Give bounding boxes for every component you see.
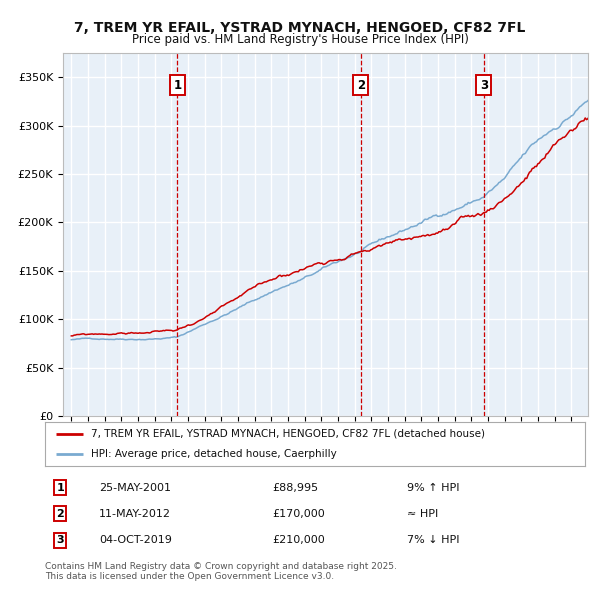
Text: £210,000: £210,000 (272, 535, 325, 545)
Text: 11-MAY-2012: 11-MAY-2012 (99, 509, 171, 519)
Text: Price paid vs. HM Land Registry's House Price Index (HPI): Price paid vs. HM Land Registry's House … (131, 33, 469, 46)
Text: Contains HM Land Registry data © Crown copyright and database right 2025.
This d: Contains HM Land Registry data © Crown c… (45, 562, 397, 581)
Text: 25-MAY-2001: 25-MAY-2001 (99, 483, 171, 493)
Text: 1: 1 (173, 78, 182, 91)
Text: 9% ↑ HPI: 9% ↑ HPI (407, 483, 460, 493)
Text: 04-OCT-2019: 04-OCT-2019 (99, 535, 172, 545)
Text: 3: 3 (56, 535, 64, 545)
Text: 1: 1 (56, 483, 64, 493)
Text: 7, TREM YR EFAIL, YSTRAD MYNACH, HENGOED, CF82 7FL (detached house): 7, TREM YR EFAIL, YSTRAD MYNACH, HENGOED… (91, 429, 485, 439)
Text: 7% ↓ HPI: 7% ↓ HPI (407, 535, 460, 545)
Text: 3: 3 (480, 78, 488, 91)
Text: £88,995: £88,995 (272, 483, 318, 493)
Text: 7, TREM YR EFAIL, YSTRAD MYNACH, HENGOED, CF82 7FL: 7, TREM YR EFAIL, YSTRAD MYNACH, HENGOED… (74, 21, 526, 35)
Text: HPI: Average price, detached house, Caerphilly: HPI: Average price, detached house, Caer… (91, 449, 337, 459)
Text: ≈ HPI: ≈ HPI (407, 509, 438, 519)
Text: 2: 2 (357, 78, 365, 91)
Text: £170,000: £170,000 (272, 509, 325, 519)
Text: 2: 2 (56, 509, 64, 519)
